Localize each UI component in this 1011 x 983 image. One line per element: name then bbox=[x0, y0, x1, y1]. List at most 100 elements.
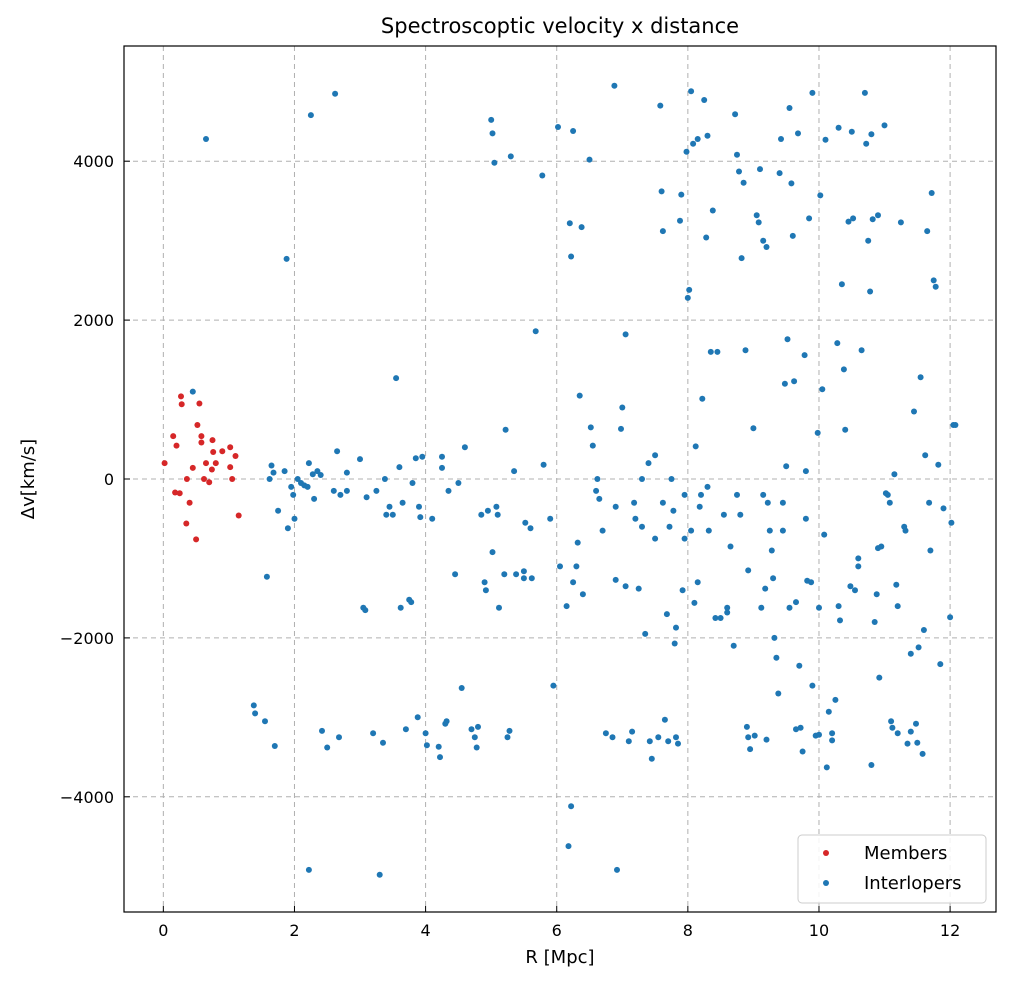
interlopers-point bbox=[937, 661, 944, 668]
interlopers-point bbox=[884, 491, 891, 498]
interlopers-point bbox=[370, 730, 377, 737]
interlopers-point bbox=[745, 567, 752, 574]
interlopers-point bbox=[865, 237, 872, 244]
interlopers-point bbox=[491, 159, 498, 166]
interlopers-point bbox=[835, 603, 842, 610]
interlopers-point bbox=[666, 523, 673, 530]
interlopers-point bbox=[747, 746, 754, 753]
interlopers-point bbox=[838, 281, 845, 288]
interlopers-point bbox=[586, 156, 593, 163]
interlopers-point bbox=[618, 425, 624, 432]
members-point bbox=[196, 400, 203, 407]
interlopers-point bbox=[396, 464, 403, 471]
interlopers-point bbox=[402, 726, 409, 733]
interlopers-point bbox=[783, 463, 790, 470]
interlopers-point bbox=[507, 153, 514, 160]
members-point bbox=[203, 460, 209, 467]
interlopers-point bbox=[381, 476, 388, 482]
interlopers-point bbox=[745, 734, 752, 741]
interlopers-point bbox=[423, 742, 430, 749]
interlopers-point bbox=[579, 591, 586, 598]
interlopers-point bbox=[332, 90, 339, 97]
interlopers-point bbox=[435, 743, 442, 750]
interlopers-point bbox=[587, 424, 594, 431]
interlopers-point bbox=[797, 724, 804, 731]
interlopers-point bbox=[742, 347, 749, 354]
legend-marker-interlopers bbox=[823, 880, 829, 886]
interlopers-point bbox=[740, 179, 747, 186]
interlopers-point bbox=[539, 172, 546, 179]
interlopers-point bbox=[565, 843, 572, 850]
interlopers-point bbox=[471, 734, 478, 741]
interlopers-point bbox=[734, 491, 740, 498]
interlopers-point bbox=[734, 151, 740, 158]
interlopers-point bbox=[825, 708, 832, 715]
interlopers-point bbox=[852, 587, 858, 594]
interlopers-point bbox=[203, 136, 209, 142]
interlopers-point bbox=[458, 685, 465, 691]
interlopers-point bbox=[478, 511, 485, 518]
chart-title: Spectroscoptic velocity x distance bbox=[381, 14, 739, 38]
interlopers-point bbox=[867, 288, 874, 295]
interlopers-point bbox=[511, 468, 518, 475]
interlopers-point bbox=[566, 220, 573, 227]
interlopers-point bbox=[732, 111, 739, 118]
interlopers-point bbox=[488, 116, 495, 123]
members-point bbox=[227, 464, 234, 471]
interlopers-point bbox=[652, 452, 659, 459]
interlopers-point bbox=[622, 583, 629, 590]
interlopers-point bbox=[324, 744, 331, 751]
interlopers-point bbox=[678, 191, 685, 198]
interlopers-point bbox=[489, 549, 496, 556]
interlopers-point bbox=[727, 543, 734, 550]
interlopers-point bbox=[869, 216, 876, 223]
interlopers-point bbox=[252, 710, 259, 717]
data-points bbox=[161, 82, 959, 878]
interlopers-point bbox=[677, 217, 683, 224]
interlopers-point bbox=[886, 499, 893, 506]
members-point bbox=[178, 401, 185, 408]
interlopers-point bbox=[397, 604, 404, 611]
interlopers-point bbox=[837, 617, 843, 624]
interlopers-point bbox=[913, 720, 919, 727]
interlopers-point bbox=[593, 487, 600, 494]
members-point bbox=[208, 466, 215, 473]
interlopers-point bbox=[770, 575, 777, 582]
legend-label-interlopers: Interlopers bbox=[864, 873, 962, 894]
interlopers-point bbox=[309, 471, 316, 478]
interlopers-point bbox=[439, 453, 445, 460]
members-point bbox=[193, 536, 200, 543]
x-tick-label: 0 bbox=[158, 921, 168, 940]
interlopers-point bbox=[793, 726, 799, 733]
interlopers-point bbox=[612, 503, 619, 510]
y-tick-label: 2000 bbox=[73, 311, 114, 330]
interlopers-point bbox=[796, 662, 803, 669]
interlopers-point bbox=[319, 727, 325, 734]
interlopers-point bbox=[779, 499, 786, 506]
interlopers-point bbox=[919, 750, 926, 757]
members-point bbox=[198, 433, 205, 440]
interlopers-point bbox=[788, 180, 795, 187]
interlopers-point bbox=[691, 599, 698, 606]
interlopers-point bbox=[645, 460, 652, 467]
interlopers-point bbox=[283, 255, 290, 262]
interlopers-point bbox=[763, 736, 770, 743]
interlopers-point bbox=[362, 607, 369, 614]
interlopers-point bbox=[589, 442, 596, 449]
interlopers-point bbox=[922, 452, 929, 459]
interlopers-point bbox=[881, 122, 888, 129]
interlopers-point bbox=[629, 728, 636, 735]
interlopers-point bbox=[738, 255, 745, 262]
interlopers-point bbox=[847, 583, 854, 590]
interlopers-point bbox=[775, 690, 782, 697]
interlopers-point bbox=[789, 232, 796, 239]
interlopers-point bbox=[793, 599, 799, 606]
interlopers-point bbox=[262, 718, 268, 725]
interlopers-point bbox=[304, 483, 311, 490]
interlopers-point bbox=[714, 348, 721, 355]
interlopers-point bbox=[673, 734, 679, 741]
interlopers-point bbox=[513, 571, 520, 578]
interlopers-point bbox=[894, 603, 901, 610]
interlopers-point bbox=[821, 531, 828, 538]
interlopers-point bbox=[704, 483, 711, 490]
